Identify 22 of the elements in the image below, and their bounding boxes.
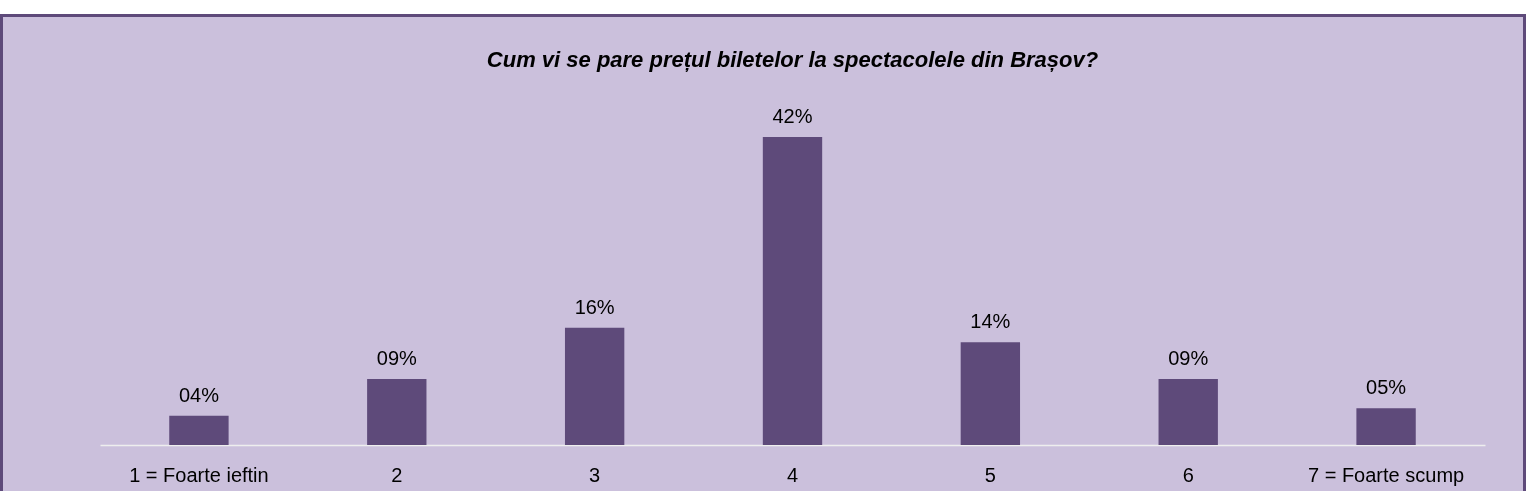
data-label: 14% [970,310,1011,333]
bar [960,342,1021,445]
x-tick-label: 2 [391,463,403,486]
x-tick-label: 5 [984,463,996,486]
bar [1158,379,1218,445]
bar [1356,408,1416,445]
bar [169,415,229,445]
data-label: 09% [376,347,418,369]
bar [367,379,427,445]
data-label: 04% [178,383,220,406]
data-label: 16% [574,295,615,318]
data-label: 42% [772,105,813,127]
x-tick-label: 7 = Foarte scump [1307,463,1465,486]
data-label: 05% [1366,376,1407,399]
data-label: 09% [1168,347,1209,369]
chart-title: Cum vi se pare prețul biletelor la spectacolele din Brașov? [486,47,1099,72]
bar [564,327,625,445]
x-tick-label: 4 [786,463,799,486]
x-tick-label: 1 = Foarte ieftin [129,463,269,486]
x-tick-label: 6 [1182,463,1194,486]
x-tick-label: 3 [589,463,601,486]
bar [762,137,823,445]
